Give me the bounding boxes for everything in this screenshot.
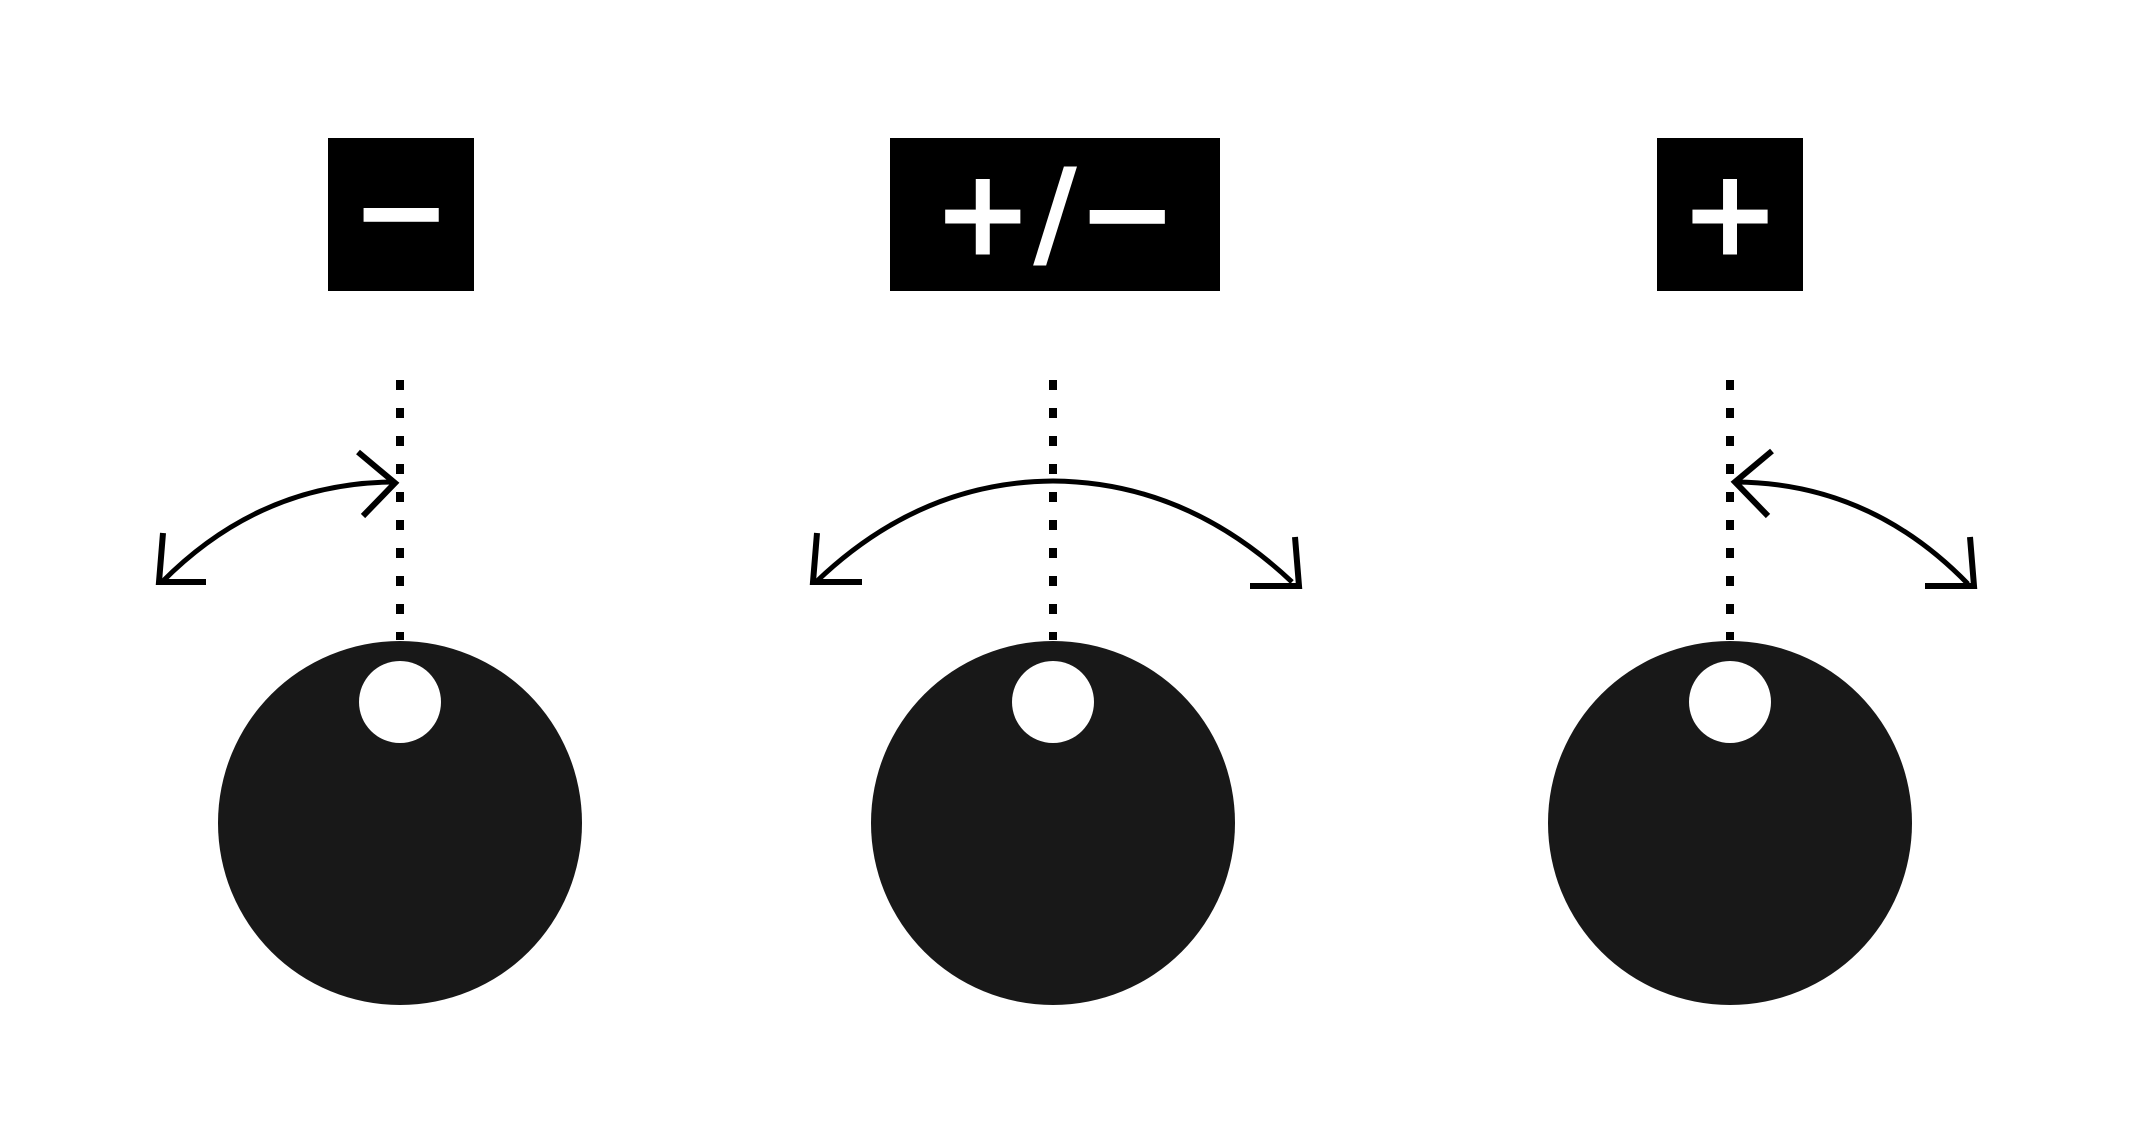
- label-box-negative: −: [328, 138, 474, 291]
- rotation-arrow-both: [809, 478, 1303, 589]
- knob-body-positive: [1548, 641, 1912, 1005]
- knob-negative[interactable]: [218, 641, 582, 1005]
- knob-both-group: +/−: [809, 138, 1303, 1005]
- rotation-arrow-positive: [1730, 448, 1978, 589]
- knob-indicator-positive: [1689, 661, 1771, 743]
- label-text-positive: +: [1680, 145, 1781, 284]
- knob-indicator-both: [1012, 661, 1094, 743]
- knob-body-both: [871, 641, 1235, 1005]
- knob-both[interactable]: [871, 641, 1235, 1005]
- label-box-both: +/−: [890, 138, 1220, 291]
- label-text-both: +/−: [933, 145, 1178, 284]
- knob-negative-group: −: [155, 138, 582, 1005]
- knob-indicator-negative: [359, 661, 441, 743]
- rotation-arrow-negative: [155, 449, 400, 585]
- label-box-positive: +: [1657, 138, 1803, 291]
- knob-positive-group: +: [1548, 138, 1978, 1005]
- knob-body-negative: [218, 641, 582, 1005]
- knob-positive[interactable]: [1548, 641, 1912, 1005]
- label-text-negative: −: [351, 143, 452, 282]
